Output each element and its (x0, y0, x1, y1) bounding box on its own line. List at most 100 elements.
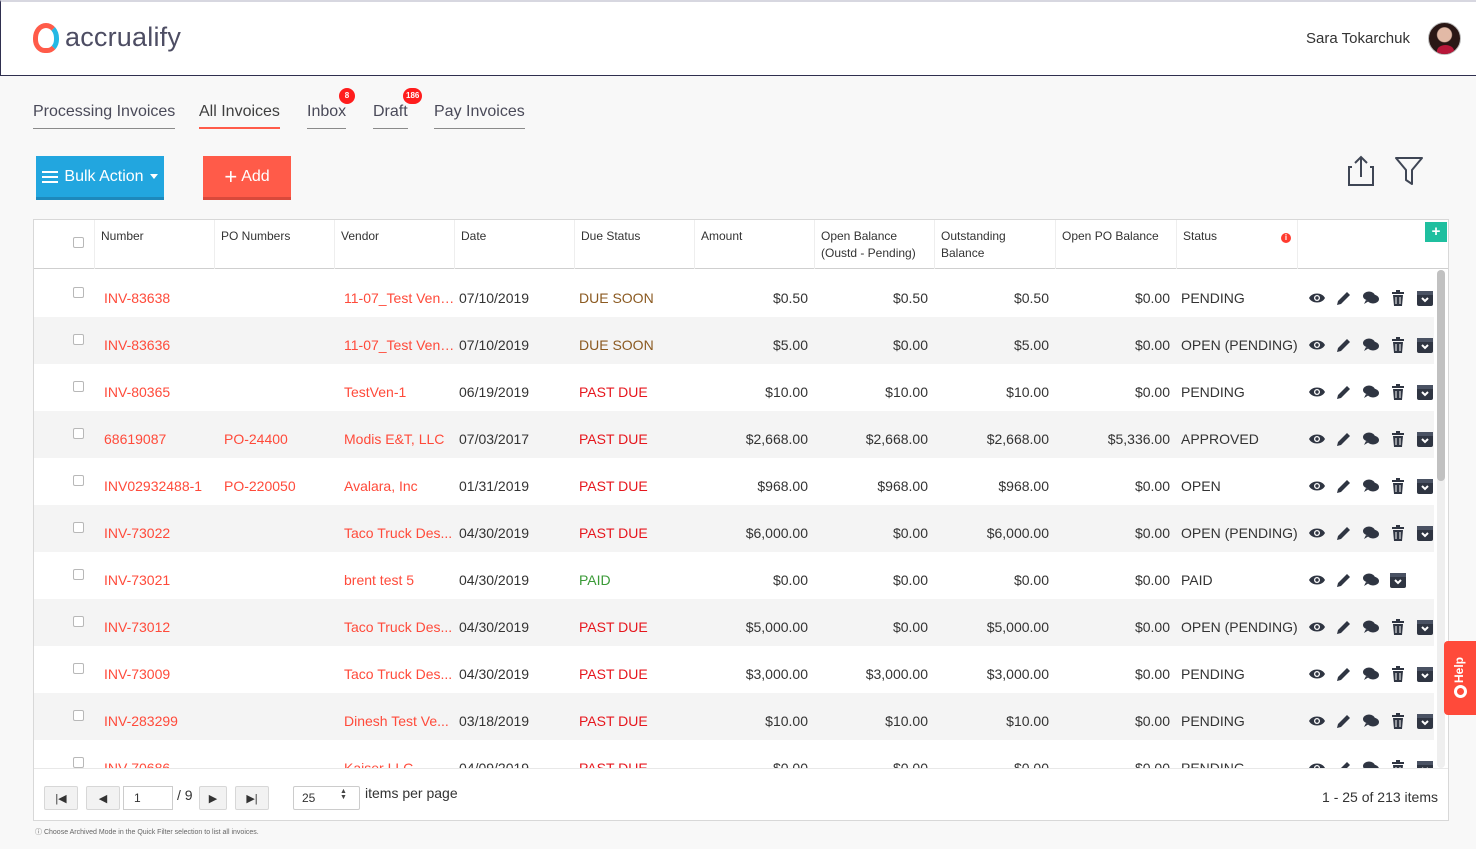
archive-icon[interactable] (1414, 664, 1434, 685)
table-row[interactable]: INV-83636 11-07_Test Vend... 07/10/2019 DUE… (34, 317, 1434, 364)
table-row[interactable]: INV02932488-1 PO-220050 Avalara, Inc 01/31/… (34, 458, 1434, 505)
last-page-button[interactable]: ▶| (235, 786, 269, 810)
export-icon[interactable] (1346, 155, 1376, 187)
vendor-link[interactable]: TestVen-1 (344, 384, 407, 400)
table-row[interactable]: INV-83638 11-07_Test Vend... 07/10/2019 DUE… (34, 270, 1434, 317)
archive-icon[interactable] (1414, 335, 1434, 356)
table-row[interactable]: INV-73009 Taco Truck Des... 04/30/2019 PAST… (34, 646, 1434, 693)
view-icon[interactable] (1306, 382, 1327, 403)
view-icon[interactable] (1306, 523, 1327, 544)
column-header-date[interactable]: Date (454, 220, 574, 269)
row-checkbox[interactable] (73, 428, 84, 439)
tab-processing-invoices[interactable]: Processing Invoices (33, 103, 176, 129)
invoice-number-link[interactable]: INV-73022 (104, 525, 171, 541)
po-number-link[interactable]: PO-220050 (224, 478, 296, 494)
first-page-button[interactable]: |◀ (44, 786, 78, 810)
table-row[interactable]: INV-70686 Kaiser LLC 04/09/2019 PAST DUE $0.… (34, 740, 1434, 770)
invoice-number-link[interactable]: INV02932488-1 (104, 478, 203, 494)
row-checkbox[interactable] (73, 381, 84, 392)
invoice-number-link[interactable]: 68619087 (104, 431, 167, 447)
comment-icon[interactable] (1360, 523, 1381, 544)
archive-icon[interactable] (1414, 382, 1434, 403)
archive-icon[interactable] (1414, 288, 1434, 309)
po-number-link[interactable] (224, 317, 332, 364)
po-number-link[interactable] (224, 552, 332, 599)
vendor-link[interactable]: 11-07_Test Vend... (344, 337, 456, 353)
table-row[interactable]: INV-283299 Dinesh Test Ve... 03/18/2019 PAS… (34, 693, 1434, 740)
archive-icon[interactable] (1414, 523, 1434, 544)
delete-icon[interactable] (1387, 523, 1408, 544)
edit-icon[interactable] (1333, 335, 1354, 356)
column-header-number[interactable]: Number (94, 220, 214, 269)
user-avatar[interactable] (1428, 22, 1461, 55)
add-invoice-button[interactable]: + Add (203, 156, 291, 200)
view-icon[interactable] (1306, 335, 1327, 356)
comment-icon[interactable] (1360, 335, 1381, 356)
invoice-number-link[interactable]: INV-80365 (104, 384, 171, 400)
po-number-link[interactable] (224, 740, 332, 770)
edit-icon[interactable] (1333, 617, 1354, 638)
row-checkbox[interactable] (73, 757, 84, 768)
delete-icon[interactable] (1387, 476, 1408, 497)
next-page-button[interactable]: ▶ (199, 786, 227, 810)
edit-icon[interactable] (1333, 570, 1354, 591)
comment-icon[interactable] (1360, 617, 1381, 638)
page-number-input[interactable]: 1 (123, 786, 173, 810)
filter-icon[interactable] (1394, 155, 1424, 187)
column-header-outstanding-balance[interactable]: Outstanding Balance (934, 220, 1055, 269)
view-icon[interactable] (1306, 711, 1327, 732)
delete-icon[interactable] (1387, 335, 1408, 356)
delete-icon[interactable] (1387, 711, 1408, 732)
vendor-link[interactable]: Modis E&T, LLC (344, 431, 445, 447)
po-number-link[interactable] (224, 693, 332, 740)
edit-icon[interactable] (1333, 758, 1354, 770)
archive-icon[interactable] (1414, 711, 1434, 732)
user-name[interactable]: Sara Tokarchuk (1306, 30, 1410, 47)
edit-icon[interactable] (1333, 288, 1354, 309)
po-number-link[interactable] (224, 270, 332, 317)
delete-icon[interactable] (1387, 429, 1408, 450)
po-number-link[interactable] (224, 505, 332, 552)
table-row[interactable]: INV-73022 Taco Truck Des... 04/30/2019 PAST… (34, 505, 1434, 552)
comment-icon[interactable] (1360, 288, 1381, 309)
row-checkbox[interactable] (73, 710, 84, 721)
previous-page-button[interactable]: ◀ (86, 786, 120, 810)
table-row[interactable]: INV-73012 Taco Truck Des... 04/30/2019 PAST… (34, 599, 1434, 646)
view-icon[interactable] (1306, 429, 1327, 450)
po-number-link[interactable] (224, 599, 332, 646)
vendor-link[interactable]: Taco Truck Des... (344, 666, 453, 682)
vendor-link[interactable]: Kaiser LLC (344, 760, 414, 770)
vendor-link[interactable]: Dinesh Test Ve... (344, 713, 449, 729)
tab-all-invoices[interactable]: All Invoices (199, 103, 280, 129)
comment-icon[interactable] (1360, 711, 1381, 732)
select-all-checkbox[interactable] (73, 237, 84, 248)
po-number-link[interactable] (224, 364, 332, 411)
vendor-link[interactable]: Taco Truck Des... (344, 619, 453, 635)
delete-icon[interactable] (1387, 617, 1408, 638)
row-checkbox[interactable] (73, 475, 84, 486)
column-header-due-status[interactable]: Due Status (574, 220, 694, 269)
comment-icon[interactable] (1360, 382, 1381, 403)
comment-icon[interactable] (1360, 570, 1381, 591)
row-checkbox[interactable] (73, 334, 84, 345)
tab-inbox[interactable]: Inbox (307, 103, 347, 129)
column-header-vendor[interactable]: Vendor (334, 220, 454, 269)
invoice-number-link[interactable]: INV-70686 (104, 760, 171, 770)
archive-icon[interactable] (1387, 570, 1408, 591)
archive-icon[interactable] (1414, 429, 1434, 450)
comment-icon[interactable] (1360, 664, 1381, 685)
po-number-link[interactable]: PO-24400 (224, 431, 288, 447)
column-header-open-po-balance[interactable]: Open PO Balance (1055, 220, 1176, 269)
edit-icon[interactable] (1333, 429, 1354, 450)
add-column-button[interactable]: + (1425, 222, 1447, 242)
delete-icon[interactable] (1387, 382, 1408, 403)
archive-icon[interactable] (1414, 617, 1434, 638)
bulk-action-button[interactable]: Bulk Action (36, 156, 164, 200)
scrollbar-thumb[interactable] (1437, 270, 1445, 481)
invoice-number-link[interactable]: INV-283299 (104, 713, 178, 729)
row-checkbox[interactable] (73, 569, 84, 580)
tab-pay-invoices[interactable]: Pay Invoices (434, 103, 525, 129)
invoice-number-link[interactable]: INV-73009 (104, 666, 171, 682)
view-icon[interactable] (1306, 617, 1327, 638)
vendor-link[interactable]: 11-07_Test Vend... (344, 290, 456, 306)
